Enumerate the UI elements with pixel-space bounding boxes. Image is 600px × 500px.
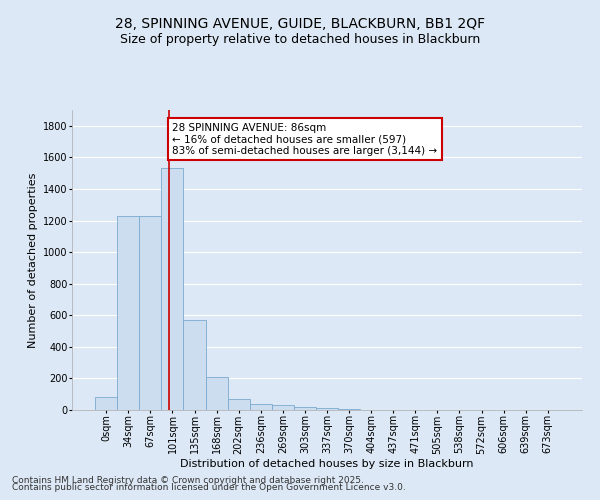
Bar — [161, 168, 184, 410]
Text: Contains HM Land Registry data © Crown copyright and database right 2025.: Contains HM Land Registry data © Crown c… — [12, 476, 364, 485]
Bar — [95, 398, 117, 410]
Bar — [184, 320, 206, 410]
Text: Contains public sector information licensed under the Open Government Licence v3: Contains public sector information licen… — [12, 484, 406, 492]
Bar — [294, 407, 316, 410]
Text: 28, SPINNING AVENUE, GUIDE, BLACKBURN, BB1 2QF: 28, SPINNING AVENUE, GUIDE, BLACKBURN, B… — [115, 18, 485, 32]
Bar — [272, 406, 294, 410]
Y-axis label: Number of detached properties: Number of detached properties — [28, 172, 38, 348]
Bar — [117, 216, 139, 410]
Bar — [139, 216, 161, 410]
Bar — [250, 404, 272, 410]
Bar — [338, 409, 360, 410]
Bar — [316, 408, 338, 410]
Text: 28 SPINNING AVENUE: 86sqm
← 16% of detached houses are smaller (597)
83% of semi: 28 SPINNING AVENUE: 86sqm ← 16% of detac… — [172, 122, 437, 156]
Bar — [227, 399, 250, 410]
X-axis label: Distribution of detached houses by size in Blackburn: Distribution of detached houses by size … — [180, 459, 474, 469]
Text: Size of property relative to detached houses in Blackburn: Size of property relative to detached ho… — [120, 32, 480, 46]
Bar — [206, 377, 227, 410]
